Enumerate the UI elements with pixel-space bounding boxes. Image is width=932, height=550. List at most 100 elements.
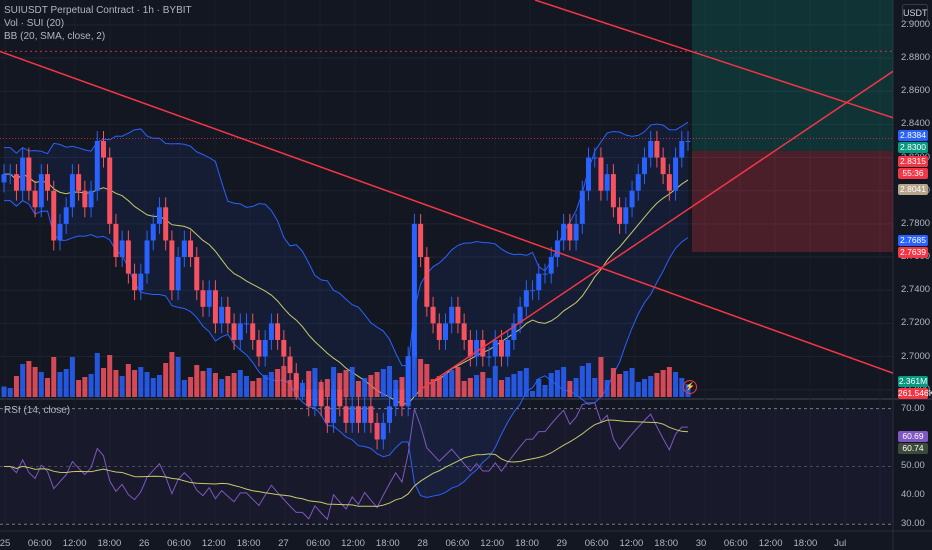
candle-body: [598, 157, 604, 191]
volume-bar: [542, 385, 548, 397]
time-tick-label: 06:00: [27, 538, 52, 549]
volume-bar: [45, 378, 51, 397]
candle-body: [256, 339, 262, 357]
candle-body: [299, 389, 305, 391]
candle-body: [119, 240, 125, 258]
volume-bar: [486, 378, 492, 397]
candle-body: [505, 339, 511, 357]
rsi-tick-label: 50.00: [901, 460, 925, 472]
volume-bar: [138, 367, 144, 397]
candle-body: [281, 339, 287, 357]
volume-bar: [76, 380, 82, 397]
volume-bar: [63, 369, 69, 397]
legend-bb[interactable]: BB (20, SMA, close, 2): [4, 31, 106, 42]
candle-body: [380, 422, 386, 440]
candle-body: [51, 190, 57, 241]
time-tick-label: 12:00: [758, 538, 783, 549]
volume-bar: [100, 368, 106, 397]
candle-body: [237, 323, 243, 340]
trendline-ascending: [419, 70, 894, 391]
volume-bar: [26, 361, 32, 397]
rsi-ma-line: [4, 419, 689, 507]
candle-body: [573, 223, 579, 241]
volume-bar: [82, 377, 88, 397]
rsi-tick-label: 30.00: [901, 518, 925, 530]
volume-bar: [156, 375, 162, 397]
price-tag: 2.8041: [898, 184, 928, 195]
price-tag: 55:36: [898, 168, 928, 179]
volume-bar: [530, 391, 536, 397]
volume-bar: [598, 357, 604, 397]
candle-body: [530, 290, 536, 292]
time-tick-label: 06:00: [445, 538, 470, 549]
currency-button[interactable]: USDT: [902, 4, 928, 22]
volume-bar: [498, 380, 504, 397]
price-tag: 60.74: [898, 443, 928, 454]
volume-bar: [641, 379, 647, 397]
volume-bar: [281, 366, 287, 397]
volume-bar: [648, 376, 654, 397]
volume-bar: [673, 372, 679, 397]
volume-bar: [206, 368, 212, 397]
price-tick-label: 2.7400: [901, 284, 931, 296]
candle-body: [163, 207, 169, 241]
candle-body: [449, 306, 455, 324]
volume-bar: [188, 377, 194, 397]
legend-rsi[interactable]: RSI (14, close): [4, 405, 71, 416]
candle-body: [554, 240, 560, 258]
volume-bar: [94, 353, 100, 397]
candle-body: [169, 240, 175, 291]
volume-bar: [219, 379, 225, 397]
volume-bar: [418, 359, 424, 397]
volume-bar: [113, 370, 119, 397]
time-tick-label: Jul: [834, 538, 847, 549]
candle-body: [20, 157, 26, 191]
candle-body: [144, 240, 150, 274]
volume-bar: [107, 355, 113, 397]
volume-bar: [1, 386, 7, 397]
candle-body: [474, 339, 480, 357]
time-tick-label: 26: [138, 538, 150, 549]
candle-body: [666, 174, 672, 191]
volume-bar: [442, 373, 448, 397]
volume-bar: [467, 378, 473, 397]
candle-body: [679, 140, 685, 158]
candle-body: [424, 257, 430, 307]
time-tick-label: 18:00: [97, 538, 122, 549]
legend-symbol[interactable]: SUIUSDT Perpetual Contract · 1h · BYBIT: [4, 5, 192, 16]
volume-bar: [150, 378, 156, 397]
candle-body: [113, 223, 119, 258]
candle-body: [685, 140, 691, 142]
candle-body: [219, 306, 225, 324]
price-tag: 60.69: [898, 431, 928, 442]
volume-bar: [449, 370, 455, 397]
candle-body: [1, 174, 7, 183]
volume-bar: [51, 357, 57, 397]
volume-bar: [635, 382, 641, 397]
lightning-icon[interactable]: ⚡: [683, 380, 697, 394]
time-tick-label: 06:00: [723, 538, 748, 549]
volume-bar: [387, 366, 393, 397]
volume-bar: [610, 368, 616, 397]
long-position-profit-zone: [692, 0, 893, 151]
candle-body: [76, 174, 82, 191]
volume-bar: [480, 372, 486, 397]
candle-body: [293, 373, 299, 390]
price-tick-label: 2.8400: [901, 118, 931, 130]
volume-bar: [7, 388, 13, 397]
candle-body: [498, 339, 504, 357]
volume-bar: [194, 365, 200, 397]
time-tick-label: 12:00: [341, 538, 365, 549]
rsi-legend: RSI (14, close): [4, 404, 70, 417]
candle-body: [654, 140, 660, 158]
volume-bar: [262, 375, 268, 397]
volume-bar: [592, 378, 598, 397]
candle-body: [32, 190, 38, 208]
legend-volume[interactable]: Vol · SUI (20): [4, 18, 65, 29]
time-tick-label: 12:00: [62, 538, 87, 549]
volume-bar: [654, 373, 660, 397]
candle-body: [517, 306, 523, 324]
time-tick-label: 06:00: [584, 538, 609, 549]
candle-body: [641, 157, 647, 175]
